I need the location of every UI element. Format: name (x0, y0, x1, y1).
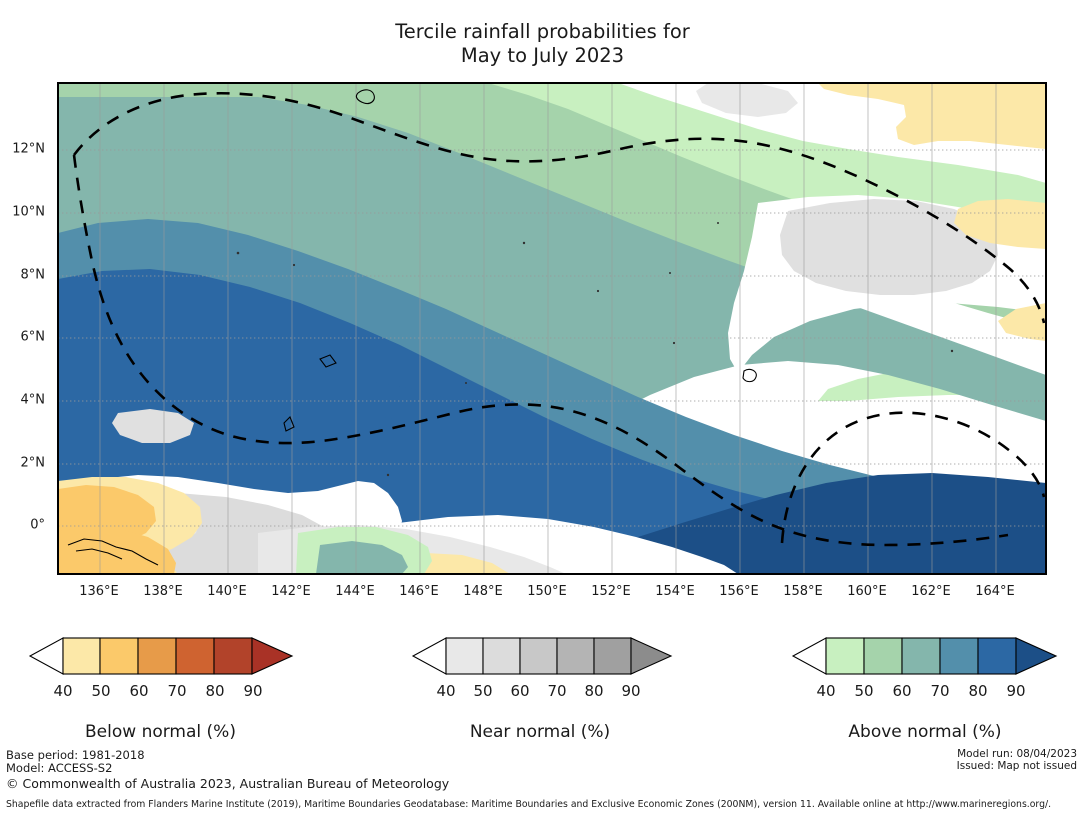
colorbar-tick: 90 (1006, 682, 1026, 700)
colorbar-near-normal: 40 50 60 70 80 90 Near normal (%) (395, 636, 685, 742)
colorbar-tick: 80 (584, 682, 604, 700)
contour-band-near-nw (696, 83, 798, 117)
base-period-text: Base period: 1981-2018 (6, 748, 145, 762)
forecast-map[interactable] (57, 82, 1047, 575)
colorbar-tick: 70 (547, 682, 567, 700)
colorbar-above-normal-title: Above normal (%) (848, 722, 1002, 742)
colorbar-tick: 90 (243, 682, 263, 700)
x-axis-tick-label: 148°E (463, 584, 503, 599)
y-axis-tick-label: 10°N (12, 204, 45, 220)
colorbar-tick: 60 (510, 682, 530, 700)
colorbar-tick: 90 (621, 682, 641, 700)
colorbar-tick: 50 (854, 682, 874, 700)
contour-band-near-small (112, 409, 194, 443)
colorbar-tick: 80 (205, 682, 225, 700)
y-axis-tick-label: 6°N (20, 329, 46, 345)
contour-band-above-90-north (266, 379, 502, 435)
x-axis-tick-label: 154°E (655, 584, 695, 599)
x-axis-tick-label: 152°E (591, 584, 631, 599)
eez-boundary-line (72, 92, 1046, 547)
colorbar-tick: 80 (968, 682, 988, 700)
colorbar-tick: 40 (816, 682, 836, 700)
x-axis-tick-label: 156°E (719, 584, 759, 599)
copyright-text: © Commonwealth of Australia 2023, Austra… (6, 776, 450, 791)
y-axis-tick-label: 4°N (20, 392, 46, 408)
x-axis-tick-label: 136°E (79, 584, 119, 599)
x-axis-tick-label: 138°E (143, 584, 183, 599)
contour-band-below-40-ne3 (998, 303, 1046, 341)
x-axis-tick-label: 164°E (975, 584, 1015, 599)
issued-text: Issued: Map not issued (956, 760, 1077, 772)
colorbar-near-normal-title: Near normal (%) (469, 722, 611, 742)
map-gridlines (99, 83, 997, 574)
y-axis-tick-label: 2°N (20, 455, 46, 471)
contour-band-near-ne (780, 199, 998, 295)
colorbar-tick: 50 (91, 682, 111, 700)
colorbar-tick: 70 (930, 682, 950, 700)
x-axis-tick-label: 158°E (783, 584, 823, 599)
colorbar-tick: 50 (473, 682, 493, 700)
contour-band-above-60-sw (316, 541, 408, 574)
colorbar-below-normal: 40 50 60 70 80 90 Below normal (%) (8, 636, 313, 742)
coastline-outlines (67, 89, 757, 566)
x-axis-tick-label: 144°E (335, 584, 375, 599)
page-title: Tercile rainfall probabilities for May t… (395, 20, 690, 67)
colorbar-near-normal-swatches (411, 637, 673, 675)
colorbar-tick: 60 (129, 682, 149, 700)
x-axis-tick-label: 142°E (271, 584, 311, 599)
no-signal-region-ne (658, 83, 1046, 167)
x-axis-tick-label: 146°E (399, 584, 439, 599)
colorbar-above-normal-swatches (791, 637, 1058, 675)
map-gridlines-lat (58, 149, 1046, 527)
islet-specks (236, 222, 954, 477)
model-text: Model: ACCESS-S2 (6, 761, 113, 775)
y-axis-tick-label: 0° (30, 517, 45, 533)
x-axis-tick-label: 162°E (911, 584, 951, 599)
colorbar-below-normal-swatches (28, 637, 294, 675)
colorbar-tick: 70 (167, 682, 187, 700)
colorbar-tick: 60 (892, 682, 912, 700)
colorbar-tick: 40 (436, 682, 456, 700)
y-axis-tick-label: 12°N (12, 141, 45, 157)
model-run-text: Model run: 08/04/2023 (957, 748, 1077, 760)
y-axis-tick-label: 8°N (20, 267, 46, 283)
shapefile-attribution: Shapefile data extracted from Flanders M… (6, 799, 1052, 810)
contour-band-below-40-ne2 (954, 199, 1046, 249)
colorbar-below-normal-title: Below normal (%) (85, 722, 236, 742)
x-axis-tick-label: 150°E (527, 584, 567, 599)
colorbar-tick: 40 (53, 682, 73, 700)
x-axis-tick-label: 160°E (847, 584, 887, 599)
x-axis-tick-label: 140°E (207, 584, 247, 599)
contour-band-below-50-island (58, 527, 176, 574)
colorbar-above-normal: 40 50 60 70 80 90 Above normal (%) (775, 636, 1075, 742)
